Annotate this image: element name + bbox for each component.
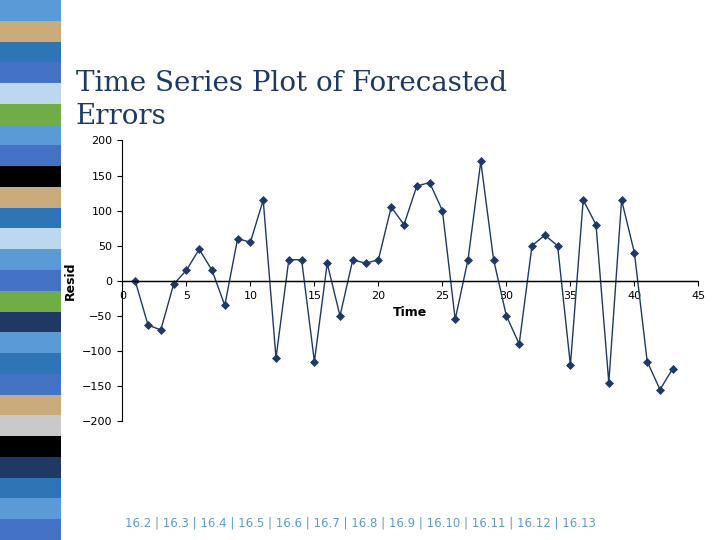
Bar — [0, 0, 61, 21]
X-axis label: Time: Time — [393, 306, 428, 319]
Bar — [0, 62, 61, 83]
Bar — [0, 83, 61, 104]
Bar — [0, 228, 61, 249]
Bar — [0, 249, 61, 270]
Bar — [0, 395, 61, 415]
Bar — [0, 374, 61, 395]
Bar — [0, 332, 61, 353]
Bar — [0, 125, 61, 145]
Bar — [0, 104, 61, 125]
Bar — [0, 187, 61, 208]
Bar — [0, 42, 61, 62]
Y-axis label: Resid: Resid — [63, 261, 76, 300]
Text: Time Series Plot of Forecasted
Errors: Time Series Plot of Forecasted Errors — [76, 70, 507, 131]
Bar — [0, 166, 61, 187]
Bar — [0, 415, 61, 436]
Bar — [0, 353, 61, 374]
Bar — [0, 145, 61, 166]
Bar — [0, 457, 61, 478]
Bar — [0, 270, 61, 291]
Bar — [0, 21, 61, 42]
Bar — [0, 208, 61, 228]
Bar — [0, 436, 61, 457]
Bar — [0, 478, 61, 498]
Bar — [0, 291, 61, 312]
Bar — [0, 498, 61, 519]
Text: 16.2 | 16.3 | 16.4 | 16.5 | 16.6 | 16.7 | 16.8 | 16.9 | 16.10 | 16.11 | 16.12 | : 16.2 | 16.3 | 16.4 | 16.5 | 16.6 | 16.7 … — [125, 516, 595, 529]
Bar — [0, 519, 61, 540]
Bar — [0, 312, 61, 332]
